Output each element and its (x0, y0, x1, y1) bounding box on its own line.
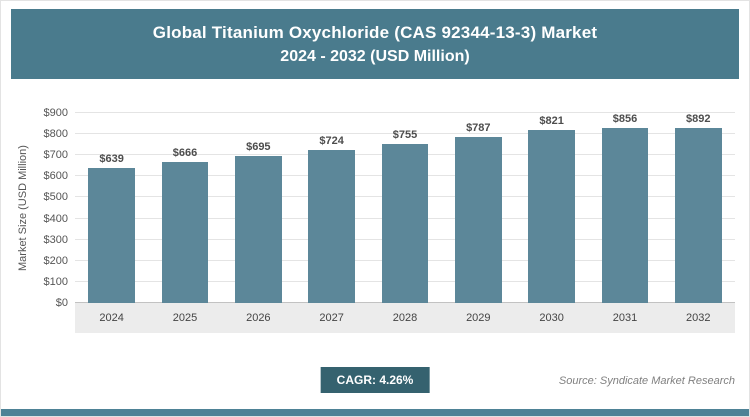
x-axis-labels-band: 2024 2025 2026 2027 2028 2029 2030 2031 2032 (75, 303, 735, 333)
plot-area: $639 $666 $695 $724 $755 $787 $821 $856 $892 (75, 112, 735, 303)
y-tick-label: $300 (43, 233, 68, 246)
bar (381, 143, 429, 303)
bars-container: $639 $666 $695 $724 $755 $787 $821 $856 $892 (75, 113, 735, 303)
bar-chart: Market Size (USD Million) $0 $100 $200 $300… (15, 107, 735, 333)
x-tick-label: 2025 (172, 312, 198, 324)
x-tick-label: 2029 (466, 312, 491, 324)
y-tick-label: $800 (43, 128, 68, 141)
bar-column: $724 (295, 113, 368, 303)
bar-column: $755 (368, 113, 441, 303)
y-tick-label: $100 (43, 275, 68, 288)
bar-column: $787 (442, 113, 515, 303)
x-tick-label: 2032 (686, 312, 711, 324)
cagr-badge: CAGR: 4.26% (320, 367, 430, 393)
y-tick-label: $200 (43, 254, 68, 267)
chart-footer: CAGR: 4.26% Source: Syndicate Market Res… (1, 365, 749, 395)
x-tick-label: 2028 (392, 312, 418, 324)
x-tick-label: 2026 (246, 312, 271, 324)
y-tick-label: $600 (43, 170, 68, 183)
bar-column: $856 (588, 113, 661, 303)
bar-value-label: $666 (172, 147, 198, 160)
bar (88, 168, 136, 303)
chart-title-line1: Global Titanium Oxychloride (CAS 92344-1… (152, 22, 598, 42)
bar (234, 156, 282, 303)
bar-value-label: $695 (246, 141, 271, 154)
bar (308, 150, 356, 303)
bar-column: $666 (148, 113, 221, 303)
y-tick-label: $0 (55, 297, 68, 309)
x-tick-label: 2024 (99, 312, 124, 324)
bar-value-label: $724 (319, 135, 344, 148)
bar-column: $639 (75, 113, 148, 303)
chart-title-line2: 2024 - 2032 (USD Million) (280, 47, 470, 65)
bar-value-label: $856 (612, 113, 638, 125)
bar (601, 128, 649, 303)
bar-value-label: $892 (686, 113, 711, 125)
bar (528, 129, 576, 303)
chart-header: Global Titanium Oxychloride (CAS 92344-1… (11, 9, 739, 79)
bottom-accent-bar (1, 409, 749, 416)
source-credit: Source: Syndicate Market Research (558, 375, 735, 387)
x-tick-label: 2030 (539, 312, 564, 324)
y-axis-tick-labels: $0 $100 $200 $300 $400 $500 $600 $700 $800 $900 (31, 107, 75, 309)
bar-value-label: $821 (539, 114, 564, 127)
y-axis-title: Market Size (USD Million) (17, 145, 29, 271)
gridline (75, 133, 735, 135)
bar (161, 162, 209, 303)
bar-column: $695 (222, 113, 295, 303)
bar (454, 136, 502, 303)
bar-column: $821 (515, 113, 588, 303)
gridline (75, 112, 735, 113)
x-tick-label: 2031 (612, 312, 638, 324)
bar-value-label: $639 (99, 153, 124, 166)
plot-row: Market Size (USD Million) $0 $100 $200 $300… (15, 107, 735, 309)
bar-value-label: $755 (392, 128, 418, 141)
bar-column: $892 (662, 113, 735, 303)
y-tick-label: $400 (43, 212, 68, 225)
bar (674, 128, 722, 303)
bar-value-label: $787 (466, 121, 491, 134)
x-tick-label: 2027 (319, 312, 344, 324)
y-tick-label: $900 (43, 107, 68, 119)
y-tick-label: $500 (43, 191, 68, 204)
y-tick-label: $700 (43, 149, 68, 162)
